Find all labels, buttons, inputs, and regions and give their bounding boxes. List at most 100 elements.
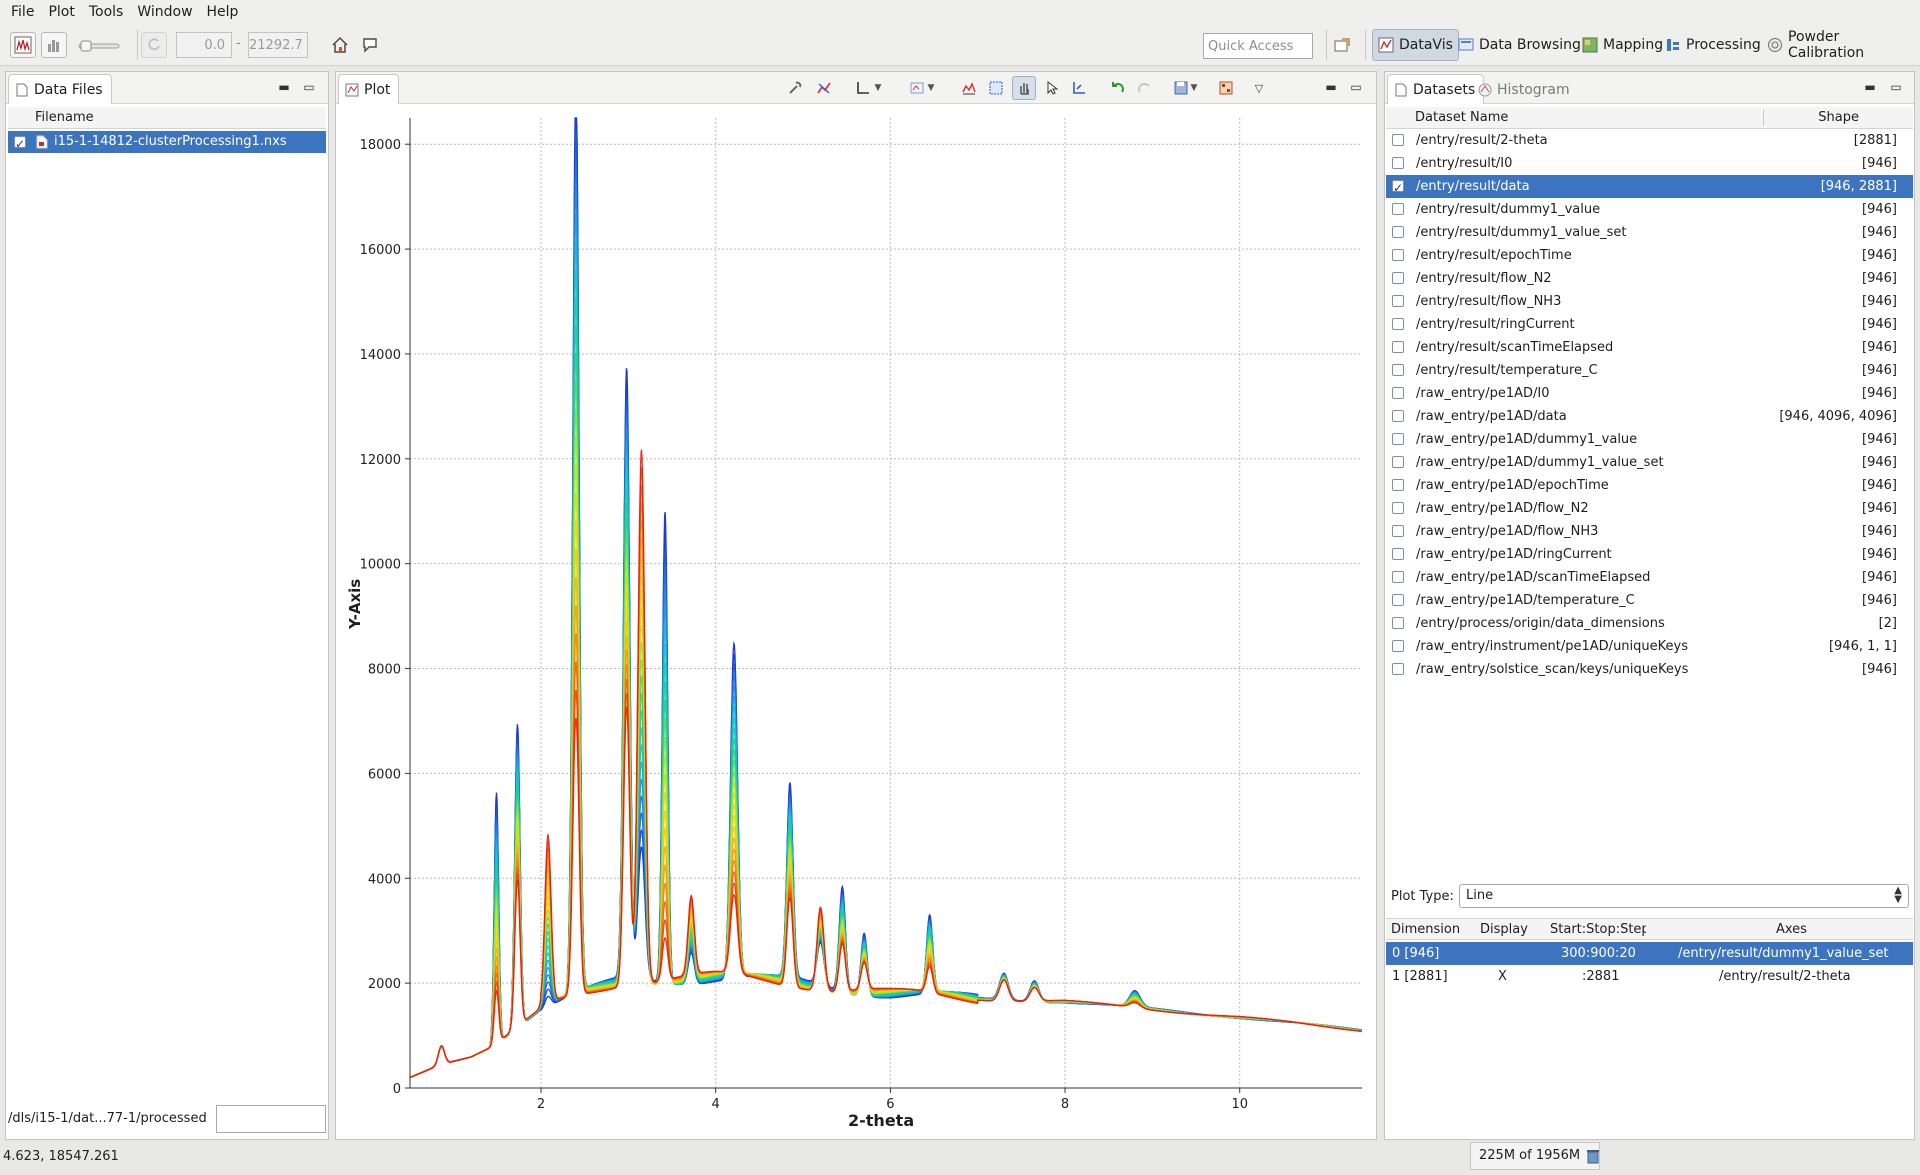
minimize-icon[interactable]: ▬ bbox=[1325, 80, 1337, 94]
redo-button[interactable] bbox=[1132, 76, 1156, 100]
dataset-checkbox[interactable] bbox=[1392, 387, 1404, 399]
trace-tools-button[interactable] bbox=[812, 76, 836, 100]
colour-settings-button[interactable] bbox=[1214, 76, 1238, 100]
annotate-button[interactable] bbox=[358, 33, 382, 57]
menu-window[interactable]: Window bbox=[137, 4, 193, 20]
dataset-row[interactable]: /raw_entry/pe1AD/epochTime [946] bbox=[1386, 474, 1913, 497]
dataset-checkbox[interactable] bbox=[1392, 318, 1404, 330]
dataset-row[interactable]: /entry/result/scanTimeElapsed [946] bbox=[1386, 336, 1913, 359]
dataset-row[interactable]: /entry/result/epochTime [946] bbox=[1386, 244, 1913, 267]
dataset-row[interactable]: /raw_entry/pe1AD/data [946, 4096, 4096] bbox=[1386, 405, 1913, 428]
maximize-icon[interactable]: ▭ bbox=[1350, 80, 1362, 94]
file-row[interactable]: i15-1-14812-clusterProcessing1.nxs bbox=[8, 131, 326, 155]
stack-plot-button[interactable] bbox=[10, 32, 36, 58]
dataset-checkbox[interactable] bbox=[1392, 663, 1404, 675]
dataset-checkbox[interactable] bbox=[1392, 157, 1404, 169]
file-checkbox[interactable] bbox=[14, 133, 26, 155]
select-button[interactable] bbox=[1040, 76, 1064, 100]
perspective-data-browsing[interactable]: Data Browsing bbox=[1452, 29, 1587, 61]
dataset-row[interactable]: /raw_entry/pe1AD/temperature_C [946] bbox=[1386, 589, 1913, 612]
dataset-row[interactable]: /entry/result/ringCurrent [946] bbox=[1386, 313, 1913, 336]
dataset-checkbox[interactable] bbox=[1392, 479, 1404, 491]
dataset-checkbox[interactable] bbox=[1392, 177, 1404, 200]
perspective-powder-calibration[interactable]: Powder Calibration bbox=[1761, 29, 1920, 61]
home-button[interactable] bbox=[328, 33, 352, 57]
dimension-column-header[interactable]: Dimension bbox=[1391, 922, 1461, 937]
dimension-row[interactable]: 0 [946] 300:900:20 /entry/result/dummy1_… bbox=[1386, 942, 1913, 965]
dataset-checkbox[interactable] bbox=[1392, 617, 1404, 629]
dataset-row[interactable]: /raw_entry/pe1AD/dummy1_value [946] bbox=[1386, 428, 1913, 451]
dataset-checkbox[interactable] bbox=[1392, 341, 1404, 353]
menu-file[interactable]: File bbox=[11, 4, 35, 20]
dataset-row[interactable]: /entry/result/dummy1_value_set [946] bbox=[1386, 221, 1913, 244]
perspective-processing[interactable]: Processing bbox=[1659, 29, 1767, 61]
reset-axes-button[interactable] bbox=[1067, 76, 1091, 100]
dataset-checkbox[interactable] bbox=[1392, 272, 1404, 284]
dataset-row[interactable]: /entry/result/2-theta [2881] bbox=[1386, 129, 1913, 152]
dataset-name-column-header[interactable]: Dataset Name bbox=[1415, 110, 1509, 125]
slice-column-header[interactable]: Start:Stop:Step bbox=[1550, 922, 1646, 937]
dataset-row[interactable]: /entry/result/flow_NH3 [946] bbox=[1386, 290, 1913, 313]
zoom-button[interactable] bbox=[984, 76, 1008, 100]
plot-canvas[interactable]: 0 2000 4000 6000 8000 10000 12000 14000 16000 180… bbox=[336, 104, 1376, 1139]
maximize-icon[interactable]: ▭ bbox=[1890, 80, 1902, 94]
file-filter-input[interactable] bbox=[216, 1105, 326, 1133]
tools-button[interactable] bbox=[783, 76, 807, 100]
dataset-row[interactable]: /raw_entry/instrument/pe1AD/uniqueKeys [9… bbox=[1386, 635, 1913, 658]
dataset-row[interactable]: /raw_entry/pe1AD/scanTimeElapsed [946] bbox=[1386, 566, 1913, 589]
dataset-row[interactable]: /entry/result/dummy1_value [946] bbox=[1386, 198, 1913, 221]
minimize-icon[interactable]: ▬ bbox=[278, 80, 290, 94]
dataset-row[interactable]: /raw_entry/pe1AD/flow_N2 [946] bbox=[1386, 497, 1913, 520]
histogram-plot-button[interactable] bbox=[41, 32, 67, 58]
plot-type-select[interactable]: Line ▲ ▼ bbox=[1459, 884, 1909, 908]
dataset-checkbox[interactable] bbox=[1392, 456, 1404, 468]
menu-help[interactable]: Help bbox=[206, 4, 239, 20]
tab-histogram[interactable]: Histogram bbox=[1471, 74, 1579, 104]
axes-button[interactable] bbox=[851, 76, 875, 100]
dataset-checkbox[interactable] bbox=[1392, 364, 1404, 376]
dataset-checkbox[interactable] bbox=[1392, 226, 1404, 238]
tab-datasets[interactable]: Datasets bbox=[1387, 74, 1485, 104]
dataset-checkbox[interactable] bbox=[1392, 203, 1404, 215]
axes-column-header[interactable]: Axes bbox=[1776, 922, 1807, 937]
save-dropdown[interactable]: ▼ bbox=[1188, 76, 1200, 100]
display-column-header[interactable]: Display bbox=[1480, 922, 1528, 937]
range-end-field[interactable]: 21292.7 bbox=[248, 32, 308, 58]
dataset-row[interactable]: /raw_entry/solstice_scan/keys/uniqueKeys… bbox=[1386, 658, 1913, 681]
dataset-row[interactable]: /entry/result/temperature_C [946] bbox=[1386, 359, 1913, 382]
dataset-checkbox[interactable] bbox=[1392, 548, 1404, 560]
dataset-checkbox[interactable] bbox=[1392, 249, 1404, 261]
minimize-icon[interactable]: ▬ bbox=[1864, 80, 1876, 94]
dataset-checkbox[interactable] bbox=[1392, 594, 1404, 606]
save-button[interactable] bbox=[1169, 76, 1193, 100]
perspective-datavis[interactable]: DataVis bbox=[1372, 29, 1459, 61]
open-perspective-button[interactable] bbox=[1330, 33, 1354, 57]
dimension-row[interactable]: 1 [2881] X :2881 /entry/result/2-theta bbox=[1392, 969, 1851, 984]
dataset-row[interactable]: /entry/result/I0 [946] bbox=[1386, 152, 1913, 175]
undo-button[interactable] bbox=[1106, 76, 1130, 100]
dataset-checkbox[interactable] bbox=[1392, 571, 1404, 583]
view-menu-button[interactable]: ▽ bbox=[1252, 76, 1266, 100]
tab-data-files[interactable]: Data Files bbox=[8, 74, 112, 104]
dataset-checkbox[interactable] bbox=[1392, 295, 1404, 307]
menu-tools[interactable]: Tools bbox=[88, 4, 124, 20]
dataset-row[interactable]: /entry/process/origin/data_dimensions [2] bbox=[1386, 612, 1913, 635]
dataset-row[interactable]: /entry/result/flow_N2 [946] bbox=[1386, 267, 1913, 290]
dataset-row[interactable]: /entry/result/data [946, 2881] bbox=[1386, 175, 1913, 200]
dataset-checkbox[interactable] bbox=[1392, 640, 1404, 652]
dataset-checkbox[interactable] bbox=[1392, 433, 1404, 445]
autoscale-button[interactable] bbox=[957, 76, 981, 100]
dataset-checkbox[interactable] bbox=[1392, 502, 1404, 514]
dataset-row[interactable]: /raw_entry/pe1AD/ringCurrent [946] bbox=[1386, 543, 1913, 566]
tab-plot[interactable]: Plot bbox=[338, 74, 400, 104]
dataset-checkbox[interactable] bbox=[1392, 525, 1404, 537]
slider-icon[interactable] bbox=[76, 34, 122, 58]
shape-column-header[interactable]: Shape bbox=[1818, 110, 1859, 125]
axes-dropdown[interactable]: ▼ bbox=[872, 76, 884, 100]
pan-button[interactable] bbox=[1012, 76, 1036, 100]
maximize-icon[interactable]: ▭ bbox=[303, 80, 315, 94]
menu-plot[interactable]: Plot bbox=[48, 4, 75, 20]
export-dropdown[interactable]: ▼ bbox=[925, 76, 937, 100]
refresh-button[interactable] bbox=[141, 32, 167, 58]
export-plot-button[interactable] bbox=[905, 76, 929, 100]
